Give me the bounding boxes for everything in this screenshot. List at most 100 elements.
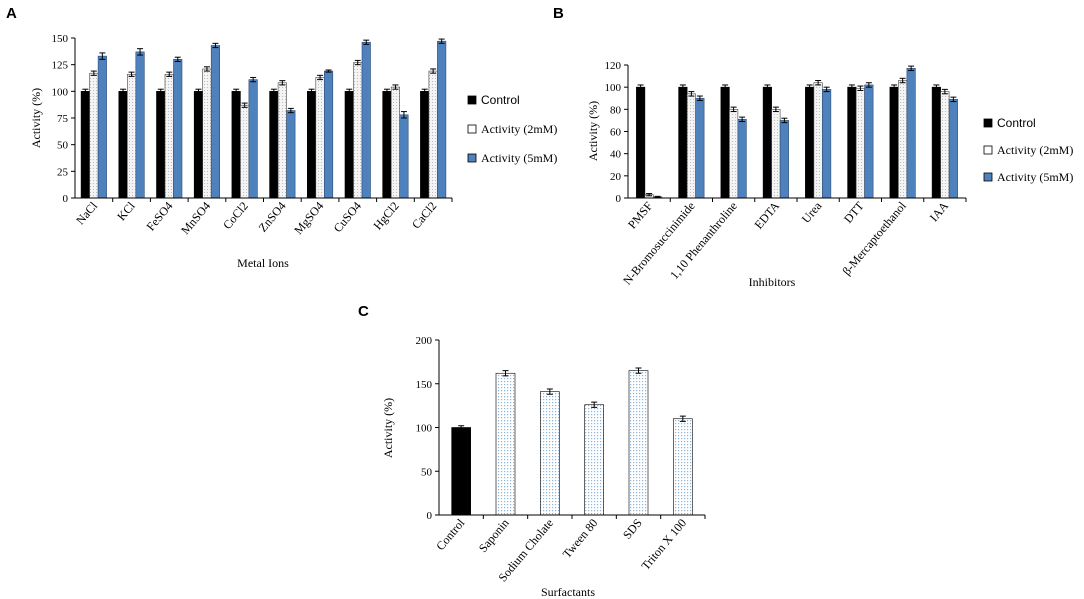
a-ytick-label: 50 (57, 140, 69, 152)
panel-letter-c: C (358, 303, 369, 320)
c-category-label: Saponin (476, 516, 512, 555)
b-bar-1-6 (898, 80, 908, 199)
c-category-label: Control (433, 515, 468, 553)
b-legend-swatch-1 (983, 145, 993, 155)
a-bar-2-0 (97, 55, 107, 199)
b-ytick-label: 80 (610, 104, 622, 116)
a-bar-2-9 (437, 40, 447, 199)
a-bar-2-7 (361, 41, 371, 199)
a-bar-0-5 (269, 91, 279, 199)
b-category-label: EDTA (752, 199, 783, 232)
b-legend-label-2: Activity (5mM) (997, 170, 1073, 184)
a-bar-1-6 (315, 77, 325, 199)
b-legend-label-1: Activity (2mM) (997, 143, 1073, 157)
b-ytick-label: 120 (605, 60, 622, 72)
a-category-label: MnSO4 (178, 199, 213, 237)
a-bar-2-4 (248, 79, 258, 199)
b-category-label: Urea (799, 198, 825, 225)
b-category-label: IAA (927, 199, 952, 225)
b-bar-2-4 (822, 89, 832, 199)
b-bar-1-1 (686, 93, 696, 199)
b-bar-0-3 (762, 86, 772, 199)
a-bar-1-3 (202, 68, 212, 199)
a-bar-2-6 (323, 70, 334, 199)
a-category-label: CoCl2 (220, 199, 251, 232)
b-legend-swatch-0 (983, 118, 993, 128)
a-category-label: FeSO4 (143, 199, 175, 234)
c-ytick-label: 100 (416, 423, 433, 435)
b-ytick-label: 100 (605, 82, 622, 94)
a-x-axis-title: Metal Ions (237, 256, 289, 270)
b-bar-0-1 (678, 86, 688, 199)
c-x-axis-title: Surfactants (541, 585, 595, 599)
c-bar-2 (540, 391, 560, 516)
a-bar-0-9 (420, 91, 430, 199)
a-ytick-label: 125 (52, 60, 69, 72)
b-ytick-label: 20 (610, 171, 622, 183)
b-bar-2-2 (737, 119, 747, 199)
a-legend-label-2: Activity (5mM) (481, 151, 557, 165)
b-bar-1-3 (771, 109, 781, 199)
c-bar-0 (451, 427, 471, 516)
b-bar-0-0 (636, 86, 646, 199)
b-bar-0-5 (847, 86, 857, 199)
a-ytick-label: 100 (52, 86, 69, 98)
a-bar-2-8 (399, 114, 409, 199)
panel-letter-a: A (6, 5, 17, 22)
c-ytick-label: 200 (416, 335, 433, 347)
a-bar-2-3 (210, 45, 220, 199)
b-legend: Control Activity (2mM) Activity (5mM) (983, 116, 1073, 184)
a-bar-0-2 (156, 91, 166, 199)
b-bar-2-7 (948, 99, 958, 199)
a-legend-label-0: Control (481, 93, 520, 107)
a-legend-swatch-0 (467, 95, 477, 105)
b-bar-1-2 (729, 109, 739, 199)
a-category-label: CaCl2 (409, 199, 439, 231)
b-bar-0-4 (805, 86, 815, 199)
a-category-label: NaCl (73, 198, 100, 227)
c-bar-5 (673, 418, 693, 516)
a-ytick-label: 0 (63, 193, 69, 205)
b-bar-1-4 (813, 82, 823, 199)
a-category-label: ZnSO4 (256, 199, 289, 235)
a-bar-2-5 (286, 110, 296, 199)
a-bar-0-3 (193, 91, 203, 199)
b-bar-0-6 (889, 86, 899, 199)
b-category-label: N-Bromosuccinimide (620, 199, 698, 288)
a-bar-0-1 (118, 91, 128, 199)
c-bar-1 (495, 372, 516, 516)
b-bar-1-7 (940, 91, 950, 199)
a-bar-0-4 (231, 91, 241, 199)
a-legend-swatch-1 (467, 124, 477, 134)
c-bar-3 (584, 404, 604, 516)
a-ytick-label: 75 (57, 113, 69, 125)
a-category-label: MgSO4 (291, 199, 326, 237)
b-legend-label-0: Control (997, 116, 1036, 130)
c-y-axis-title: Activity (%) (381, 398, 395, 458)
b-category-label: DTT (841, 198, 867, 225)
a-legend-swatch-2 (467, 153, 477, 163)
a-y-axis-title: Activity (%) (29, 88, 43, 148)
b-bar-0-7 (931, 86, 941, 199)
a-legend-label-1: Activity (2mM) (481, 122, 557, 136)
c-category-label: Triton X 100 (638, 516, 689, 573)
a-bar-2-1 (135, 51, 145, 199)
a-bar-0-8 (382, 91, 392, 199)
a-legend: Control Activity (2mM) Activity (5mM) (467, 93, 557, 165)
c-ytick-label: 0 (427, 510, 433, 522)
a-category-label: HgCl2 (370, 199, 401, 233)
c-bar-4 (628, 370, 649, 516)
a-bar-1-2 (164, 73, 174, 199)
a-bar-2-2 (173, 59, 183, 199)
a-category-label: KCl (114, 198, 138, 223)
b-bar-2-3 (779, 120, 789, 199)
a-ytick-label: 25 (57, 166, 69, 178)
chart-panel-a: 0 25 50 75 100 125 150 NaCl KCl FeSO4 MnSO4 CoCl2 Z… (29, 33, 557, 270)
b-bar-2-1 (695, 97, 705, 199)
a-bar-1-8 (390, 86, 401, 199)
b-legend-swatch-2 (983, 172, 993, 182)
c-category-label: Tween 80 (560, 516, 601, 561)
